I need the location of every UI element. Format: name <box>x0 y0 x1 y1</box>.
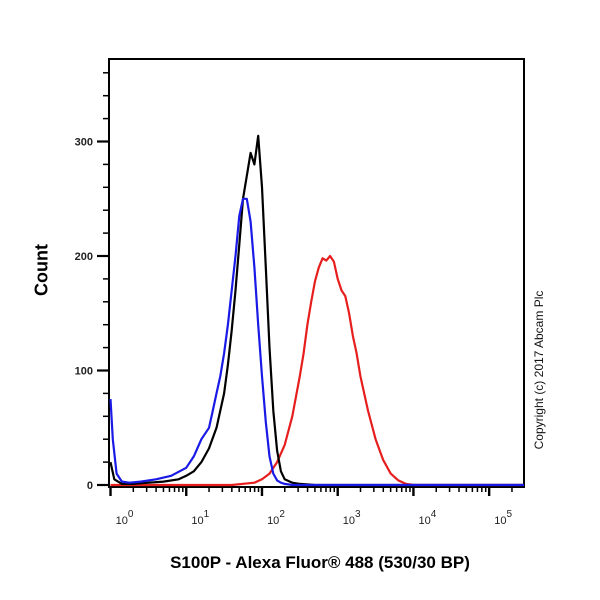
plot-frame <box>108 58 525 488</box>
histogram-series <box>109 134 524 487</box>
x-tick-label: 101 <box>191 509 209 527</box>
x-tick-label: 102 <box>267 509 285 527</box>
y-axis-label-text: Count <box>31 244 52 296</box>
plot-border <box>108 58 525 488</box>
x-tick-label: 103 <box>343 509 361 527</box>
x-tick-label: 104 <box>419 509 437 527</box>
y-tick-label: 200 <box>75 251 93 263</box>
x-axis-label: S100P - Alexa Fluor® 488 (530/30 BP) <box>170 553 470 572</box>
y-axis-ticks: 0 100 200 300 <box>75 72 109 492</box>
y-axis-label: Count <box>22 230 62 310</box>
series-line <box>110 254 524 487</box>
x-axis-ticks: 100 101 102 103 104 105 <box>109 487 513 527</box>
copyright-text: Copyright (c) 2017 Abcam Plc <box>532 290 546 450</box>
x-tick-label: 100 <box>116 509 134 527</box>
copyright-annotation: Copyright (c) 2017 Abcam Plc <box>527 245 551 495</box>
y-tick-label: 0 <box>87 480 93 492</box>
series-line <box>109 134 524 487</box>
x-tick-label: 105 <box>494 509 512 527</box>
series-line <box>109 197 524 487</box>
y-tick-label: 100 <box>75 366 93 378</box>
y-tick-label: 300 <box>75 137 93 149</box>
